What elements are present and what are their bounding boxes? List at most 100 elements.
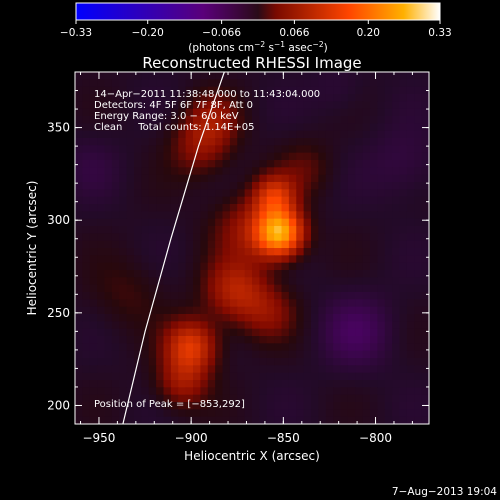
annotation-detectors: Detectors: 4F 5F 6F 7F 8F, Att 0 — [94, 100, 253, 111]
heatmap-cell — [303, 123, 312, 132]
heatmap-cell — [281, 204, 290, 212]
heatmap-cell — [288, 72, 297, 80]
heatmap-cell — [170, 116, 179, 124]
heatmap-cell — [215, 336, 224, 344]
heatmap-cell — [266, 402, 275, 410]
heatmap-cell — [259, 182, 268, 190]
heatmap-cell — [97, 167, 106, 176]
x-tick-label: −950 — [82, 431, 115, 445]
heatmap-cell — [347, 416, 356, 424]
heatmap-cell — [97, 394, 106, 403]
heatmap-cell — [89, 328, 98, 337]
heatmap-cell — [237, 240, 246, 249]
heatmap-cell — [104, 350, 113, 359]
heatmap-cell — [104, 365, 113, 374]
heatmap-cell — [215, 86, 224, 95]
heatmap-cell — [104, 138, 113, 146]
heatmap-cell — [126, 350, 135, 359]
heatmap-cell — [296, 270, 305, 278]
heatmap-cell — [325, 409, 334, 418]
heatmap-cell — [170, 167, 179, 176]
heatmap-cell — [185, 211, 194, 220]
heatmap-cell — [229, 416, 238, 424]
heatmap-cell — [296, 380, 305, 388]
y-tick-label: 200 — [47, 398, 70, 412]
heatmap-cell — [222, 226, 231, 234]
heatmap-cell — [303, 314, 312, 322]
heatmap-cell — [244, 270, 253, 278]
heatmap-cell — [229, 123, 238, 132]
heatmap-cell — [399, 314, 408, 322]
heatmap-cell — [296, 262, 305, 271]
heatmap-cell — [333, 145, 342, 154]
heatmap-cell — [355, 262, 364, 271]
heatmap-cell — [281, 123, 290, 132]
heatmap-cell — [370, 292, 378, 300]
heatmap-cell — [311, 160, 319, 168]
heatmap-cell — [200, 94, 209, 102]
heatmap-cell — [178, 182, 187, 190]
heatmap-cell — [229, 218, 238, 227]
heatmap-cell — [82, 365, 91, 374]
heatmap-cell — [141, 233, 150, 242]
heatmap-cell — [126, 240, 135, 249]
heatmap-cell — [333, 365, 342, 374]
heatmap-cell — [134, 299, 142, 308]
heatmap-cell — [111, 416, 120, 424]
heatmap-cell — [200, 233, 209, 242]
heatmap-cell — [104, 182, 113, 190]
heatmap-cell — [406, 321, 415, 330]
heatmap-cell — [229, 336, 238, 344]
heatmap-cell — [82, 306, 91, 315]
heatmap-cell — [414, 174, 423, 183]
heatmap-cell — [244, 145, 253, 154]
heatmap-cell — [244, 394, 253, 403]
heatmap-cell — [370, 196, 378, 205]
heatmap-cell — [333, 372, 342, 381]
heatmap-cell — [296, 72, 305, 80]
heatmap-cell — [215, 218, 224, 227]
heatmap-cell — [185, 292, 194, 300]
heatmap-cell — [148, 270, 157, 278]
y-tick-label: 250 — [47, 306, 70, 320]
heatmap-cell — [148, 358, 157, 366]
heatmap-cell — [119, 365, 128, 374]
heatmap-cell — [399, 204, 408, 212]
heatmap-cell — [421, 270, 429, 278]
heatmap-cell — [237, 86, 246, 95]
heatmap-cell — [355, 387, 364, 396]
heatmap-cell — [237, 196, 246, 205]
heatmap-cell — [75, 380, 83, 388]
heatmap-cell — [281, 174, 290, 183]
heatmap-cell — [311, 189, 319, 198]
heatmap-cell — [384, 138, 393, 146]
heatmap-cell — [259, 138, 268, 146]
heatmap-cell — [163, 182, 172, 190]
heatmap-cell — [355, 182, 364, 190]
heatmap-cell — [178, 350, 187, 359]
heatmap-cell — [325, 358, 334, 366]
heatmap-cell — [370, 284, 378, 293]
heatmap-cell — [222, 218, 231, 227]
heatmap-cell — [281, 130, 290, 139]
heatmap-cell — [111, 350, 120, 359]
heatmap-cell — [207, 343, 216, 352]
heatmap-cell — [237, 416, 246, 424]
heatmap-cell — [303, 182, 312, 190]
heatmap-cell — [333, 343, 342, 352]
heatmap-cell — [111, 277, 120, 286]
heatmap-cell — [119, 380, 128, 388]
heatmap-cell — [362, 402, 371, 410]
heatmap-cell — [370, 409, 378, 418]
heatmap-cell — [119, 387, 128, 396]
heatmap-cell — [193, 204, 201, 212]
heatmap-cell — [156, 306, 165, 315]
heatmap-cell — [104, 189, 113, 198]
heatmap-cell — [163, 402, 172, 410]
heatmap-cell — [421, 350, 429, 359]
heatmap-cell — [104, 101, 113, 110]
heatmap-cell — [244, 233, 253, 242]
heatmap-cell — [406, 292, 415, 300]
heatmap-cell — [104, 130, 113, 139]
heatmap-cell — [75, 350, 83, 359]
